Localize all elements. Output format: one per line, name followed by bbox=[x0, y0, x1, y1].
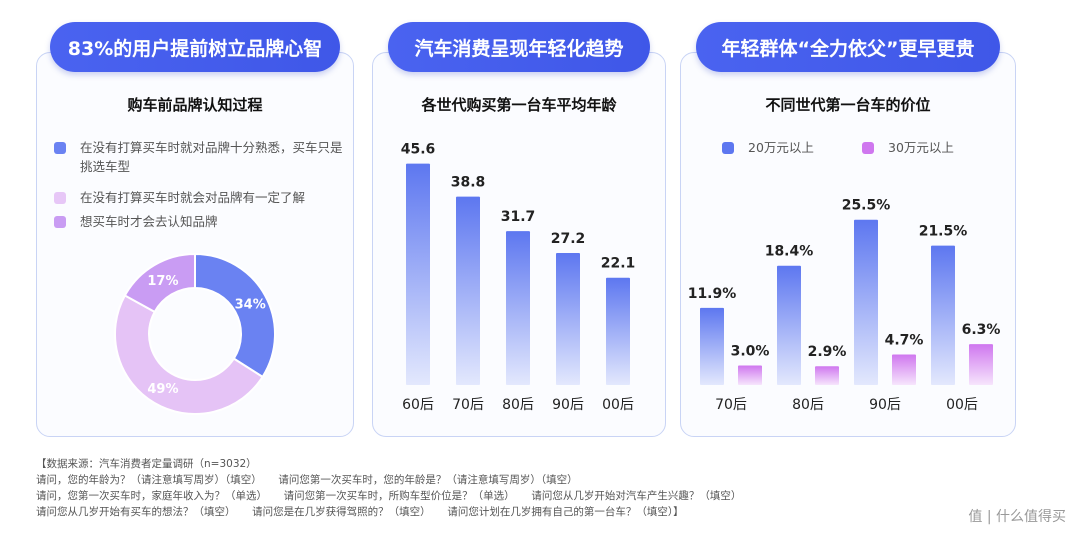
legend-item-when-buying: 想买车时才会去认知品牌 bbox=[54, 212, 344, 231]
legend-swatch bbox=[54, 216, 66, 228]
bar-value-label: 27.2 bbox=[551, 231, 586, 247]
donut-slice bbox=[123, 252, 196, 314]
bar bbox=[777, 265, 801, 385]
bar-value-label: 4.7% bbox=[885, 333, 924, 349]
bar-value-label: 22.1 bbox=[601, 256, 636, 272]
footnote-line-1: 【数据来源：汽车消费者定量调研（n=3032） bbox=[36, 458, 257, 470]
bar bbox=[892, 354, 916, 385]
donut-slice-label: 34% bbox=[235, 298, 266, 313]
x-tick-label: 70后 bbox=[715, 397, 747, 413]
footnote-line-2: 请问，您的年龄为？（请注意填写周岁）（填空） 请问您第一次买车时，您的年龄是？（… bbox=[36, 474, 578, 486]
bar bbox=[815, 366, 839, 385]
donut-slice bbox=[194, 252, 276, 379]
footnote-line-4: 请问您从几岁开始有买车的想法？（填空） 请问您是在几岁获得驾照的？（填空） 请问… bbox=[36, 506, 684, 518]
x-tick-label: 60后 bbox=[402, 397, 434, 413]
bar bbox=[556, 252, 580, 385]
panel1-title: 83%的用户提前树立品牌心智 bbox=[50, 22, 340, 72]
panel1-subtitle: 购车前品牌认知过程 bbox=[127, 96, 263, 114]
legend-label: 20万元以上 bbox=[748, 140, 814, 155]
bar-value-label: 11.9% bbox=[688, 286, 737, 302]
legend-swatch bbox=[54, 142, 66, 154]
x-tick-label: 80后 bbox=[792, 397, 824, 413]
legend-item-some-awareness: 在没有打算买车时就会对品牌有一定了解 bbox=[54, 188, 354, 207]
bar bbox=[969, 344, 993, 385]
bar bbox=[738, 365, 762, 385]
bar bbox=[854, 219, 878, 385]
x-tick-label: 00后 bbox=[602, 397, 634, 413]
bar-value-label: 25.5% bbox=[842, 198, 891, 214]
donut-slice-label: 49% bbox=[147, 382, 178, 397]
x-tick-label: 80后 bbox=[502, 397, 534, 413]
watermark: 值 | 什么值得买 bbox=[968, 509, 1066, 525]
bar bbox=[456, 196, 480, 385]
bar-value-label: 21.5% bbox=[919, 224, 968, 240]
legend-label: 30万元以上 bbox=[888, 140, 954, 155]
x-tick-label: 70后 bbox=[452, 397, 484, 413]
bar bbox=[406, 163, 430, 385]
legend-label: 在没有打算买车时就会对品牌有一定了解 bbox=[80, 190, 306, 205]
bar-value-label: 31.7 bbox=[501, 209, 536, 225]
footnote-line-3: 请问，您第一次买车时，家庭年收入为？（单选） 请问您第一次买车时，所购车型价位是… bbox=[36, 490, 742, 502]
legend-item-20w: 20万元以上 bbox=[722, 138, 814, 157]
bar bbox=[606, 277, 630, 385]
panel2-title: 汽车消费呈现年轻化趋势 bbox=[388, 22, 650, 72]
panel3-subtitle: 不同世代第一台车的价位 bbox=[765, 96, 931, 114]
bar bbox=[931, 245, 955, 385]
bar-value-label: 18.4% bbox=[765, 244, 814, 260]
legend-label: 想买车时才会去认知品牌 bbox=[80, 214, 218, 229]
x-tick-label: 90后 bbox=[869, 397, 901, 413]
donut-slice-label: 17% bbox=[147, 274, 178, 289]
legend-swatch bbox=[722, 142, 734, 154]
bar-value-label: 38.8 bbox=[451, 175, 486, 191]
donut-slice bbox=[114, 294, 264, 415]
legend-item-30w: 30万元以上 bbox=[862, 138, 954, 157]
donut-chart: 34% 49% 17% bbox=[114, 252, 276, 415]
x-tick-label: 90后 bbox=[552, 397, 584, 413]
bar-value-label: 45.6 bbox=[401, 142, 436, 158]
panel-first-car-price bbox=[680, 52, 1016, 437]
bar-value-label: 3.0% bbox=[731, 344, 770, 360]
bar bbox=[700, 307, 724, 385]
x-tick-label: 00后 bbox=[946, 397, 978, 413]
panel3-title: 年轻群体“全力依父”更早更贵 bbox=[696, 22, 1000, 72]
legend-swatch bbox=[54, 192, 66, 204]
legend-item-familiar: 在没有打算买车时就对品牌十分熟悉，买车只是挑选车型 bbox=[54, 138, 344, 176]
panel2-subtitle: 各世代购买第一台车平均年龄 bbox=[421, 96, 617, 114]
price-bar-chart: 11.9% 3.0% 70后 18.4% 2.9% 80后 25.5% 4.7% 90后 21.5… bbox=[688, 198, 1001, 413]
legend-label: 在没有打算买车时就对品牌十分熟悉，买车只是挑选车型 bbox=[80, 140, 343, 174]
age-bar-chart: 45.6 60后 38.8 70后 31.7 80后 27.2 90后 22.1 00后 bbox=[401, 142, 636, 413]
legend-swatch bbox=[862, 142, 874, 154]
bar-value-label: 2.9% bbox=[808, 344, 847, 360]
panel-brand-awareness bbox=[36, 52, 354, 437]
bar-value-label: 6.3% bbox=[962, 322, 1001, 338]
bar bbox=[506, 231, 530, 385]
